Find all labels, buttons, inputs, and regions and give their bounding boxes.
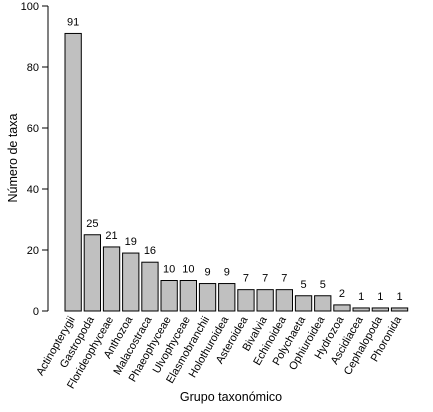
bar-value-label: 7: [262, 273, 268, 285]
bar: [102, 246, 121, 312]
bar: [179, 280, 197, 312]
bar-value-label: 1: [358, 291, 364, 303]
y-tick-label: 0: [33, 306, 39, 318]
bar-value-label: 21: [105, 230, 117, 242]
bars: [64, 32, 409, 312]
bar-value-label: 5: [300, 279, 306, 291]
bar-value-label: 9: [224, 267, 230, 279]
bar-value-label: 2: [339, 288, 345, 300]
bar: [237, 289, 255, 312]
bar-value-label: 5: [320, 279, 326, 291]
bar-value-label: 7: [243, 273, 249, 285]
bar: [294, 295, 313, 312]
bar: [256, 289, 274, 312]
y-tick-label: 20: [27, 245, 39, 257]
bar: [83, 234, 101, 312]
bar: [390, 307, 409, 312]
bar: [352, 307, 370, 312]
category-labels: ActinopterygiiGastropodaFlorideophyceaeA…: [34, 314, 404, 391]
bar-value-label: 1: [377, 291, 383, 303]
y-tick-label: 40: [27, 184, 39, 196]
x-axis-title: Grupo taxonómico: [180, 390, 282, 404]
bar-value-label: 25: [86, 218, 98, 230]
bar-value-label: 91: [67, 16, 79, 28]
bar: [275, 289, 294, 312]
y-axis-ticks: 0 20 40 60 80 100: [21, 1, 48, 318]
bar: [218, 283, 236, 312]
bar-value-label: 16: [144, 245, 156, 257]
y-tick-label: 60: [27, 123, 39, 135]
bar: [198, 283, 217, 312]
y-axis-title: Número de taxa: [6, 113, 20, 202]
bar: [64, 32, 82, 312]
bar-value-label: 1: [396, 291, 402, 303]
y-tick-label: 100: [21, 1, 39, 13]
bar: [141, 261, 159, 312]
bar: [160, 280, 178, 312]
y-tick-label: 80: [27, 62, 39, 74]
bar-value-label: 7: [281, 273, 287, 285]
bar-value-label: 10: [182, 264, 194, 276]
bar-value-label: 9: [204, 267, 210, 279]
bar: [333, 304, 351, 312]
bar-value-label: 19: [125, 236, 137, 248]
bar: [314, 295, 332, 312]
bar-value-label: 10: [163, 264, 175, 276]
bar: [371, 307, 390, 312]
bar: [122, 252, 140, 312]
